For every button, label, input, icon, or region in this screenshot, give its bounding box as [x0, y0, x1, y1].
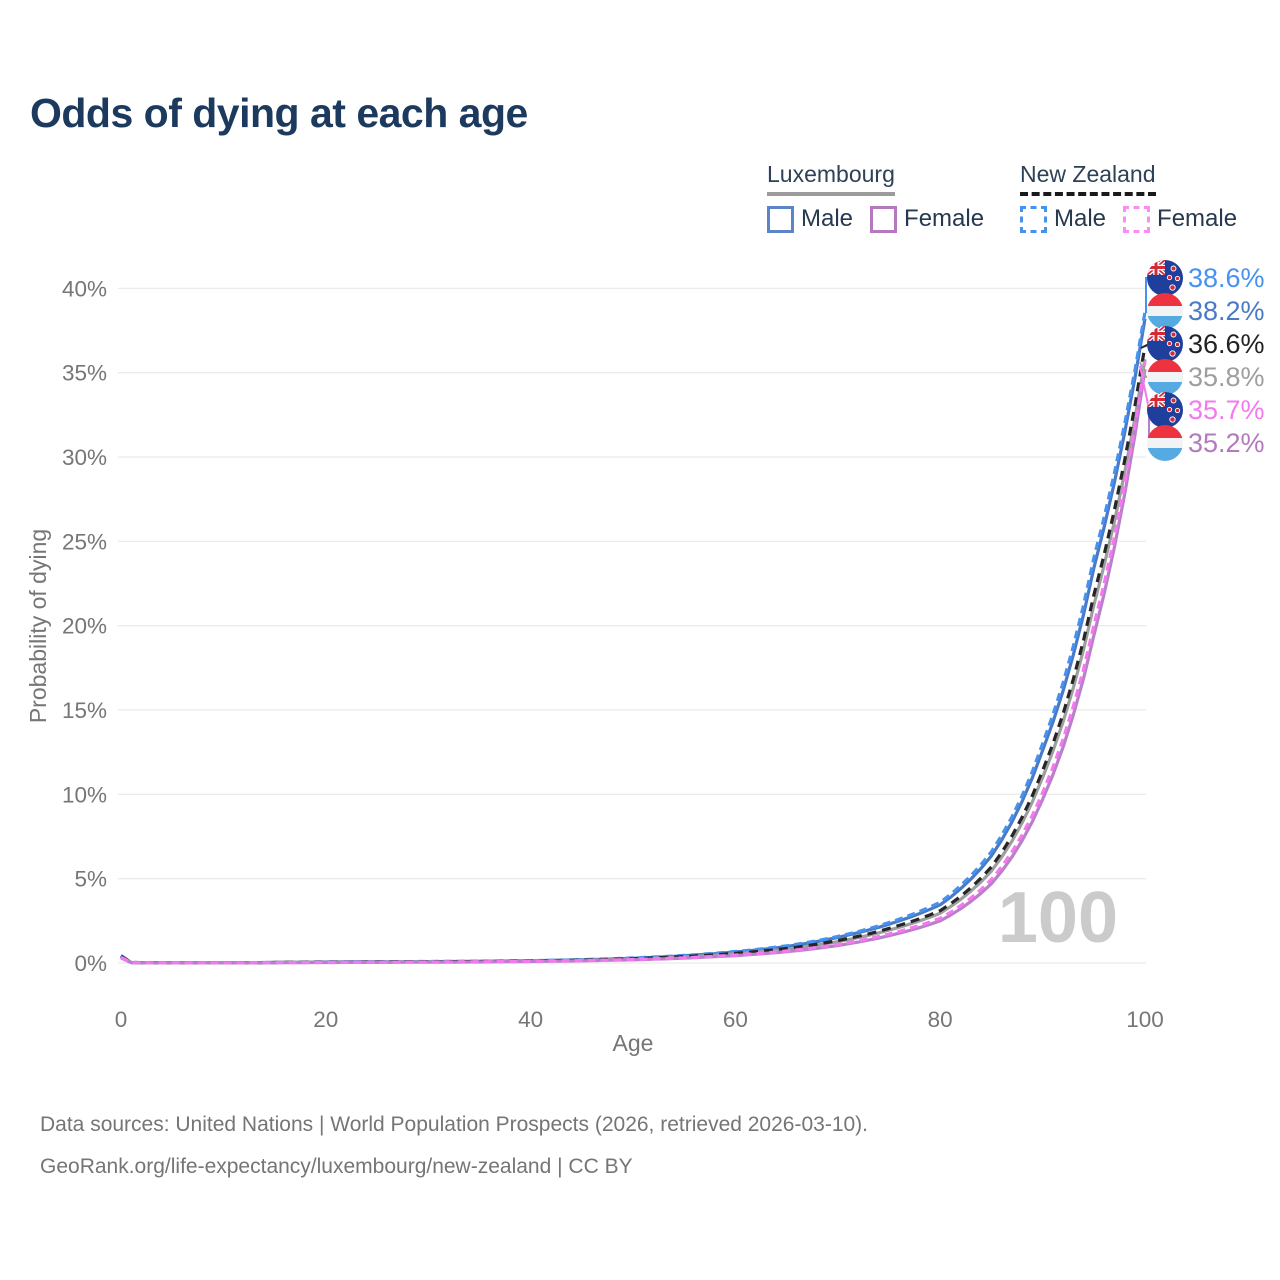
page-title: Odds of dying at each age — [30, 90, 528, 136]
footer: Data sources: United Nations | World Pop… — [40, 1104, 868, 1188]
end-label-row: 35.8% — [1147, 359, 1265, 395]
end-label-row: 35.7% — [1147, 392, 1265, 428]
y-axis-tick-label: 35% — [62, 361, 107, 386]
luxembourg-flag-icon — [1147, 425, 1183, 461]
end-label-row: 38.6% — [1147, 260, 1265, 296]
legend-group-luxembourg: Luxembourg Male Female — [767, 161, 1001, 233]
y-axis-tick-label: 10% — [62, 782, 107, 807]
y-axis-tick-label: 25% — [62, 529, 107, 554]
new-zealand-female-swatch-icon[interactable] — [1123, 205, 1151, 233]
x-axis-tick-label: 20 — [313, 1007, 338, 1032]
y-axis-tick-label: 15% — [62, 698, 107, 723]
luxembourg-flag-icon — [1147, 359, 1183, 395]
y-axis-tick-label: 40% — [62, 276, 107, 301]
legend-group-new-zealand: New Zealand Male Female — [1020, 161, 1254, 233]
y-axis-tick-label: 20% — [62, 614, 107, 639]
legend-item-label: Male — [1054, 205, 1107, 232]
x-axis-tick-label: 100 — [1126, 1007, 1164, 1032]
luxembourg-flag-icon — [1147, 293, 1183, 329]
end-label-value: 36.6% — [1188, 328, 1265, 359]
watermark-100: 100 — [998, 878, 1118, 958]
series-line-new-zealand-female — [120, 360, 1147, 965]
y-axis-title: Probability of dying — [25, 529, 51, 723]
y-axis-tick-label: 0% — [74, 951, 107, 976]
end-label-row: 38.2% — [1147, 293, 1265, 329]
x-axis-tick-label: 40 — [518, 1007, 543, 1032]
luxembourg-male-swatch-icon[interactable] — [767, 205, 794, 233]
series-line-luxembourg-both — [120, 358, 1147, 965]
x-axis-title: Age — [613, 1030, 654, 1056]
y-axis-tick-label: 5% — [74, 867, 107, 892]
x-axis-tick-label: 60 — [723, 1007, 748, 1032]
legend-item-new-zealand-male[interactable]: Male — [1020, 205, 1106, 233]
legend-title-new-zealand: New Zealand — [1020, 161, 1156, 196]
end-label-value: 35.7% — [1188, 394, 1265, 425]
end-label-value: 38.6% — [1188, 262, 1265, 293]
series-line-luxembourg-female — [120, 369, 1147, 965]
series-line-luxembourg-male — [120, 318, 1147, 965]
end-label-value: 35.8% — [1188, 361, 1265, 392]
footer-attribution: GeoRank.org/life-expectancy/luxembourg/n… — [40, 1155, 633, 1178]
footer-data-sources: Data sources: United Nations | World Pop… — [40, 1113, 869, 1136]
end-label-value: 35.2% — [1188, 427, 1265, 458]
new-zealand-flag-icon — [1147, 326, 1183, 362]
x-axis-tick-label: 0 — [115, 1007, 128, 1032]
leader-line — [1139, 365, 1150, 410]
series-line-new-zealand-male — [120, 311, 1147, 965]
legend-item-label: Male — [801, 205, 854, 232]
new-zealand-flag-icon — [1147, 260, 1183, 296]
legend-title-luxembourg: Luxembourg — [767, 161, 895, 196]
end-label-value: 38.2% — [1188, 295, 1265, 326]
luxembourg-female-swatch-icon[interactable] — [870, 205, 898, 233]
new-zealand-male-swatch-icon[interactable] — [1020, 205, 1047, 233]
legend-item-luxembourg-male[interactable]: Male — [767, 205, 853, 233]
y-axis-tick-label: 30% — [62, 445, 107, 470]
legend-item-new-zealand-female[interactable]: Female — [1123, 205, 1237, 233]
legend-item-luxembourg-female[interactable]: Female — [870, 205, 984, 233]
new-zealand-flag-icon — [1147, 392, 1183, 428]
x-axis-tick-label: 80 — [928, 1007, 953, 1032]
end-label-row: 36.6% — [1147, 326, 1265, 362]
end-label-row: 35.2% — [1147, 425, 1265, 461]
legend-item-label: Female — [1157, 205, 1238, 232]
legend-item-label: Female — [904, 205, 985, 232]
